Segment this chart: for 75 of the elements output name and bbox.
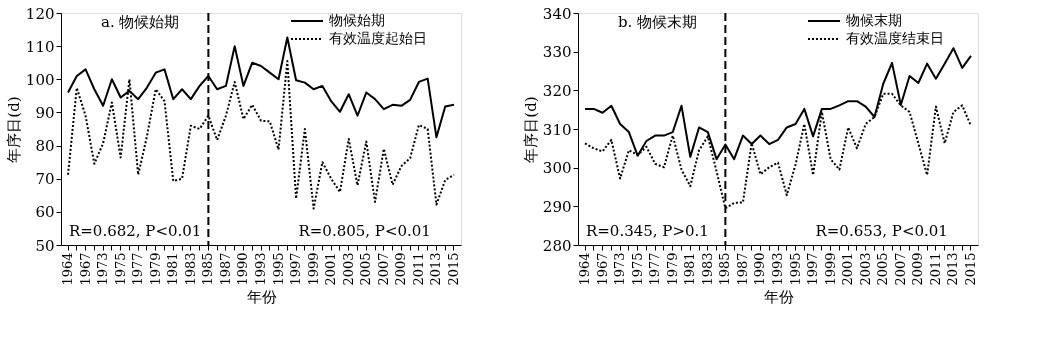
y-tick-label: 110 [25, 37, 55, 56]
x-tick-label: 1975 [629, 252, 645, 286]
x-tick-label: 1967 [594, 252, 610, 286]
annotation: R=0.682, P<0.01 [69, 222, 202, 240]
x-axis-title: 年份 [763, 287, 794, 306]
chart-title: b. 物候末期 [618, 13, 698, 31]
x-tick-label: 2015 [962, 252, 978, 286]
x-tick-label: 1993 [253, 252, 268, 286]
x-tick-label: 2003 [340, 252, 356, 286]
x-tick-label: 2005 [875, 252, 891, 286]
legend-label: 物候末期 [846, 12, 902, 28]
annotation: R=0.805, P<0.01 [298, 222, 431, 240]
x-tick-label: 1999 [822, 252, 838, 286]
y-tick-label: 60 [35, 203, 55, 222]
x-tick-label: 2007 [892, 252, 908, 286]
x-tick-label: 1975 [112, 252, 128, 286]
x-tick-label: 1990 [235, 252, 251, 286]
x-tick-label: 2009 [393, 252, 409, 286]
y-tick-label: 100 [25, 70, 55, 89]
chart-title: a. 物候始期 [101, 13, 180, 31]
x-tick-label: 1964 [577, 252, 593, 286]
x-tick-label: 1983 [182, 252, 198, 286]
y-tick-label: 90 [35, 103, 55, 122]
x-tick-label: 1973 [95, 252, 111, 286]
x-tick-label: 2009 [910, 252, 926, 286]
x-tick-label: 1987 [734, 252, 750, 286]
y-tick-label: 50 [35, 236, 55, 255]
x-tick-label: 1964 [60, 252, 76, 286]
x-tick-label: 2001 [323, 252, 339, 286]
y-tick-label: 320 [542, 81, 572, 100]
annotation: R=0.345, P>0.1 [586, 222, 709, 240]
x-tick-label: 1977 [647, 252, 663, 286]
x-tick-label: 1979 [664, 252, 680, 286]
y-tick-label: 80 [35, 137, 55, 156]
y-tick-label: 280 [542, 236, 572, 255]
y-tick-label: 300 [542, 159, 572, 178]
x-tick-label: 1981 [682, 252, 698, 286]
x-tick-label: 2015 [445, 252, 461, 286]
legend-label: 有效温度起始日 [329, 30, 427, 46]
x-tick-label: 2013 [945, 252, 961, 286]
x-tick-label: 1977 [130, 252, 146, 286]
x-tick-label: 1973 [612, 252, 628, 286]
y-tick-label: 310 [542, 120, 572, 139]
x-tick-label: 2007 [375, 252, 391, 286]
y-tick-label: 70 [35, 170, 55, 189]
legend-label: 有效温度结束日 [846, 30, 944, 46]
x-tick-label: 1997 [805, 252, 821, 286]
x-tick-label: 2003 [857, 252, 873, 286]
y-axis-title: 年序日(d) [4, 96, 23, 163]
x-tick-label: 1985 [200, 252, 216, 286]
x-tick-label: 1999 [305, 252, 321, 286]
x-tick-label: 1997 [288, 252, 304, 286]
x-tick-label: 1983 [699, 252, 715, 286]
y-tick-label: 330 [542, 43, 572, 62]
x-tick-label: 1995 [270, 252, 286, 286]
x-tick-label: 1993 [770, 252, 785, 286]
x-tick-label: 1985 [717, 252, 733, 286]
y-tick-label: 290 [542, 197, 572, 216]
x-tick-label: 2005 [358, 252, 374, 286]
y-tick-label: 340 [542, 4, 572, 23]
x-tick-label: 1990 [752, 252, 768, 286]
x-tick-label: 1979 [147, 252, 163, 286]
legend-label: 物候始期 [329, 12, 385, 28]
x-axis-title: 年份 [246, 287, 277, 306]
y-axis-title: 年序日(d) [521, 96, 540, 163]
y-tick-label: 120 [25, 4, 55, 23]
x-tick-label: 2001 [840, 252, 856, 286]
x-tick-label: 1981 [165, 252, 181, 286]
x-tick-label: 1967 [77, 252, 93, 286]
annotation: R=0.653, P<0.01 [815, 222, 948, 240]
x-tick-label: 1995 [787, 252, 803, 286]
x-tick-label: 2011 [927, 252, 943, 286]
x-tick-label: 2011 [410, 252, 426, 286]
x-tick-label: 2013 [428, 252, 444, 286]
x-tick-label: 1987 [217, 252, 233, 286]
